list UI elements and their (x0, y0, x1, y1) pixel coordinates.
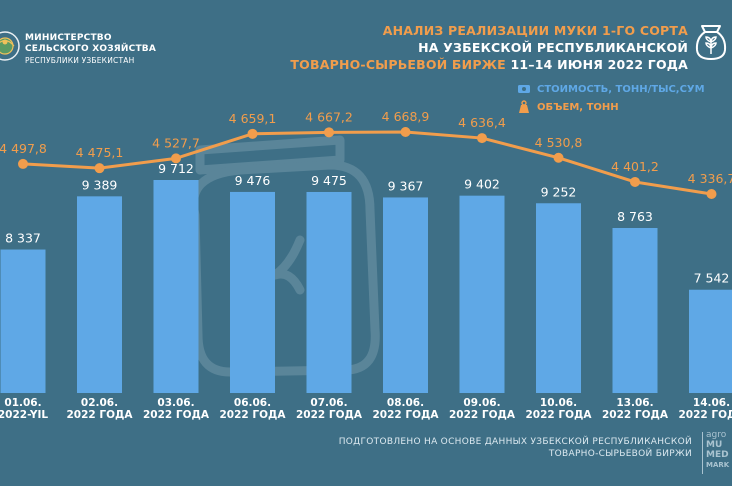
source-line1: ПОДГОТОВЛЕНО НА ОСНОВЕ ДАННЫХ УЗБЕКСКОЙ … (338, 437, 692, 447)
bar-3 (230, 191, 275, 393)
x-tick-label-5: 08.06. (387, 397, 424, 409)
bar-5 (383, 197, 428, 393)
volume-point-3 (247, 128, 258, 139)
bar-value-label-9: 7 542 (694, 271, 730, 286)
volume-value-label-3: 4 659,1 (229, 111, 277, 126)
x-tick-sublabel-4: 2022 ГОДА (296, 409, 363, 421)
x-tick-sublabel-1: 2022 ГОДА (67, 409, 134, 421)
x-tick-sublabel-7: 2022 ГОДА (526, 409, 593, 421)
line-layer: 4 497,8 4 475,1 4 527,7 4 659,1 4 667,2 4 668… (0, 109, 732, 199)
volume-value-label-0: 4 497,8 (0, 141, 47, 156)
volume-point-4 (324, 127, 334, 138)
bars-layer: 8 337 9 389 9 712 9 476 9 475 9 367 9 402 9 252… (0, 161, 732, 393)
bar-2 (153, 180, 199, 393)
brand-line3: MED (706, 450, 729, 460)
bar-value-label-0: 8 337 (5, 231, 41, 246)
volume-value-label-6: 4 636,4 (458, 115, 506, 130)
legend-volume-label: ОБЪЕМ, ТОНН (537, 101, 619, 113)
ministry-name: МИНИСТЕРСТВО СЕЛЬСКОГО ХОЗЯЙСТВА РЕСПУБЛ… (25, 33, 156, 66)
x-tick-sublabel-5: 2022 ГОДА (373, 409, 440, 421)
volume-value-label-8: 4 401,2 (611, 159, 659, 174)
money-icon (518, 85, 530, 93)
title-line3-b: 11–14 ИЮНЯ 2022 ГОДА (505, 57, 688, 72)
volume-value-label-5: 4 668,9 (382, 109, 430, 124)
x-tick-sublabel-2: 2022 ГОДА (143, 409, 210, 421)
bar-value-label-3: 9 476 (235, 173, 271, 188)
bar-8 (612, 227, 658, 393)
weight-icon (519, 100, 529, 113)
chart-title: АНАЛИЗ РЕАЛИЗАЦИИ МУКИ 1-ГО СОРТА НА УЗБ… (290, 22, 688, 73)
bar-value-label-5: 9 367 (388, 178, 424, 193)
bar-value-label-4: 9 475 (311, 173, 347, 188)
bar-value-label-8: 8 763 (617, 209, 653, 224)
volume-point-8 (630, 176, 640, 187)
volume-value-label-1: 4 475,1 (76, 145, 124, 160)
legend-cost-label: СТОИМОСТЬ, ТОНН/ТЫС,СУМ (537, 83, 705, 95)
bar-value-label-2: 9 712 (158, 161, 194, 176)
x-tick-label-1: 02.06. (81, 397, 118, 409)
legend-item-cost: СТОИМОСТЬ, ТОНН/ТЫС,СУМ (517, 80, 705, 98)
x-tick-label-2: 03.06. (157, 397, 194, 409)
ministry-line1: МИНИСТЕРСТВО (25, 33, 112, 43)
volume-point-9 (706, 189, 717, 199)
bar-4 (306, 191, 352, 393)
x-tick-label-4: 07.06. (310, 397, 347, 409)
volume-value-label-2: 4 527,7 (152, 135, 200, 150)
volume-point-0 (18, 158, 28, 169)
x-tick-sublabel-8: 2022 ГОДА (602, 409, 669, 421)
ministry-line2: СЕЛЬСКОГО ХОЗЯЙСТВА (25, 44, 157, 54)
legend-item-volume: ОБЪЕМ, ТОНН (517, 98, 705, 116)
brand-line2: MU (706, 440, 723, 450)
volume-point-6 (477, 133, 487, 144)
title-line1: АНАЛИЗ РЕАЛИЗАЦИИ МУКИ 1-ГО СОРТА (382, 23, 688, 38)
x-tick-sublabel-9: 2022 ГОДА (679, 409, 732, 421)
bar-6 (459, 195, 505, 393)
legend: СТОИМОСТЬ, ТОНН/ТЫС,СУМ ОБЪЕМ, ТОНН (517, 80, 705, 116)
volume-value-label-4: 4 667,2 (305, 109, 353, 124)
bar-0 (0, 249, 46, 393)
bar-value-label-7: 9 252 (541, 184, 577, 199)
x-tick-sublabel-6: 2022 ГОДА (449, 409, 516, 421)
x-tick-label-3: 06.06. (234, 397, 271, 409)
source-note: ПОДГОТОВЛЕНО НА ОСНОВЕ ДАННЫХ УЗБЕКСКОЙ … (339, 436, 692, 460)
brand-logo: agro MU MED MARK (706, 430, 729, 470)
title-line3-a: ТОВАРНО-СЫРЬЕВОЙ БИРЖЕ (290, 57, 506, 72)
bar-9 (689, 289, 732, 393)
volume-point-7 (553, 152, 564, 163)
source-line2: ТОВАРНО-СЫРЬЕВОЙ БИРЖИ (548, 449, 692, 459)
x-tick-sublabel-0: 2022-YIL (0, 409, 48, 421)
flour-sack-icon (695, 25, 727, 60)
x-tick-label-0: 01.06. (4, 397, 41, 409)
emblem-icon (0, 31, 20, 61)
brand-divider (702, 432, 703, 474)
volume-value-label-7: 4 530,8 (535, 135, 583, 150)
ministry-line3: РЕСПУБЛИКИ УЗБЕКИСТАН (25, 56, 135, 65)
bar-value-label-1: 9 389 (82, 177, 118, 192)
bar-7 (536, 203, 581, 393)
bar-1 (77, 196, 122, 393)
brand-line1: agro (706, 430, 727, 440)
brand-line4: MARK (706, 461, 730, 469)
title-line2: НА УЗБЕКСКОЙ РЕСПУБЛИКАНСКОЙ (418, 40, 688, 55)
volume-line (22, 130, 712, 196)
volume-point-2 (171, 153, 181, 164)
volume-point-5 (400, 127, 411, 137)
x-tick-label-6: 09.06. (463, 397, 500, 409)
x-tick-sublabel-3: 2022 ГОДА (220, 409, 287, 421)
x-tick-label-8: 13.06. (616, 397, 653, 409)
x-tick-label-7: 10.06. (540, 397, 577, 409)
volume-value-label-9: 4 336,7 (688, 171, 732, 186)
x-tick-label-9: 14.06. (693, 397, 730, 409)
volume-point-1 (94, 163, 105, 174)
bar-value-label-6: 9 402 (464, 177, 500, 192)
